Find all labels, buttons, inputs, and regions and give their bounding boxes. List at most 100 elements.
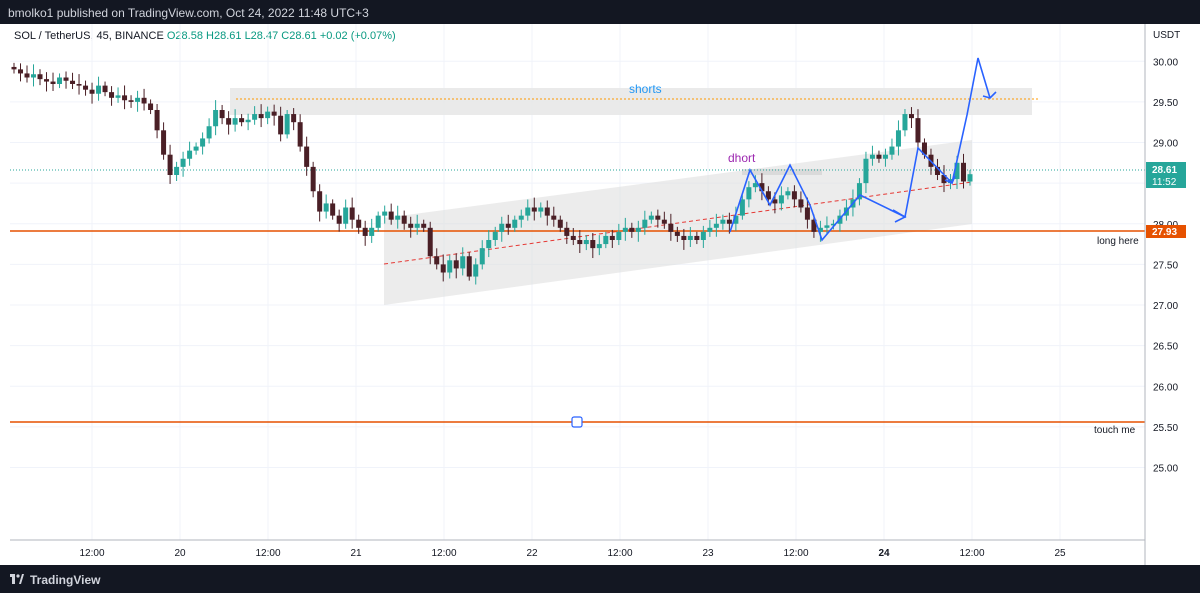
candle-body: [239, 118, 245, 123]
currency-label: USDT: [1153, 30, 1180, 41]
candle-body: [603, 235, 609, 245]
candle-body: [583, 240, 589, 245]
candle-body: [37, 74, 43, 80]
candle-body: [876, 154, 882, 159]
y-tick-label: 25.50: [1153, 423, 1178, 434]
candle-body: [180, 158, 186, 167]
candle-body: [720, 219, 726, 224]
candle-body: [453, 260, 459, 269]
y-tick-label: 26.50: [1153, 342, 1178, 353]
y-tick-label: 29.00: [1153, 139, 1178, 150]
candle-body: [297, 122, 303, 147]
shorts-zone[interactable]: [230, 88, 1032, 115]
arrow-head-1: [892, 209, 907, 223]
candle-body: [564, 227, 570, 236]
candle-body: [434, 256, 440, 265]
x-tick-label: 12:00: [431, 548, 456, 559]
shorts-label: shorts: [629, 82, 662, 96]
candle-body: [668, 223, 674, 232]
candle-body: [219, 110, 225, 119]
symbol-name[interactable]: SOL / TetherUS, 45, BINANCE: [14, 30, 164, 42]
candle-body: [648, 215, 654, 220]
candle-body: [531, 207, 537, 212]
candle-body: [362, 227, 368, 236]
x-tick-label: 25: [1054, 548, 1066, 559]
candle-body: [687, 235, 693, 240]
candle-body: [674, 231, 680, 236]
candle-body: [154, 110, 160, 131]
candle-body: [122, 95, 128, 101]
candle-body: [941, 175, 947, 184]
candle-body: [954, 162, 960, 180]
candle-body: [759, 183, 765, 192]
candle-body: [967, 174, 973, 182]
candle-body: [83, 85, 89, 90]
candle-body: [629, 227, 635, 232]
candle-body: [830, 223, 836, 226]
candle-body: [232, 118, 238, 125]
symbol-legend: SOL / TetherUS, 45, BINANCE O28.58 H28.6…: [14, 30, 396, 42]
candle-body: [44, 79, 50, 82]
candle-body: [206, 126, 212, 139]
close-value: C28.61: [281, 30, 317, 42]
x-tick-label: 21: [350, 548, 362, 559]
candle-body: [817, 227, 823, 232]
candle-body: [109, 92, 115, 98]
candle-body: [882, 154, 888, 159]
candle-body: [343, 207, 349, 224]
candle-body: [492, 231, 498, 240]
footer-brand[interactable]: TradingView: [30, 573, 101, 587]
candle-body: [141, 97, 147, 104]
candle-body: [752, 183, 758, 188]
candle-body: [681, 235, 687, 240]
long-here-label: long here: [1097, 236, 1139, 247]
candle-body: [414, 223, 420, 228]
x-tick-label: 22: [526, 548, 538, 559]
y-axis[interactable]: 30.0029.5029.0028.5028.0027.5027.0026.50…: [1153, 57, 1178, 474]
header-bar: bmolko1 published on TradingView.com, Oc…: [0, 0, 1200, 24]
candle-body: [330, 203, 336, 216]
candle-body: [863, 158, 869, 184]
candle-body: [24, 73, 30, 78]
candle-body: [408, 223, 414, 228]
dhort-box: [742, 169, 822, 175]
candle-body: [570, 235, 576, 240]
candle-body: [356, 219, 362, 228]
candle-body: [460, 256, 466, 269]
candle-body: [102, 85, 108, 93]
candle-body: [258, 114, 264, 119]
candle-body: [590, 240, 596, 249]
candle-body: [167, 154, 173, 175]
candle-body: [421, 223, 427, 228]
candle-body: [57, 77, 63, 84]
x-tick-label: 12:00: [79, 548, 104, 559]
x-tick-label: 24: [878, 548, 890, 559]
y-tick-label: 25.00: [1153, 464, 1178, 475]
candle-body: [525, 207, 531, 216]
candle-body: [401, 215, 407, 224]
touch-me-label: touch me: [1094, 425, 1136, 436]
candle-body: [369, 227, 375, 236]
candle-body: [226, 118, 232, 125]
candle-body: [921, 142, 927, 155]
candle-body: [596, 244, 602, 249]
candle-body: [505, 223, 511, 228]
candle-body: [395, 215, 401, 220]
x-axis[interactable]: 12:00 20 12:00 21 12:00 22 12:00 23 12:00 24 12:00…: [79, 548, 1066, 559]
candle-body: [895, 130, 901, 147]
line-price-tag: [1146, 225, 1186, 238]
candle-body: [291, 114, 297, 123]
candle-body: [284, 114, 290, 135]
x-tick-label: 12:00: [959, 548, 984, 559]
projection-arrow[interactable]: [729, 57, 991, 242]
candle-body: [499, 223, 505, 232]
candle-body: [479, 248, 485, 265]
x-tick-label: 12:00: [783, 548, 808, 559]
y-tick-label: 30.00: [1153, 57, 1178, 68]
candle-body: [707, 227, 713, 232]
candle-body: [655, 215, 661, 220]
footer-bar: TradingView: [0, 565, 1200, 593]
line-handle[interactable]: [571, 416, 583, 428]
